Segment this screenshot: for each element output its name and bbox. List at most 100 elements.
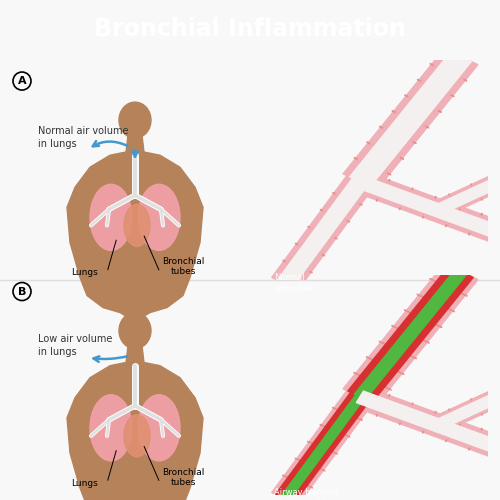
Polygon shape	[336, 194, 359, 203]
Polygon shape	[401, 190, 411, 207]
Polygon shape	[392, 326, 429, 343]
Polygon shape	[472, 400, 481, 413]
Polygon shape	[311, 228, 334, 237]
Polygon shape	[430, 64, 467, 81]
Polygon shape	[472, 186, 481, 198]
Text: Airway become
obstructed (mucus): Airway become obstructed (mucus)	[274, 488, 356, 500]
Text: A: A	[18, 76, 26, 86]
Polygon shape	[296, 244, 324, 256]
Polygon shape	[358, 160, 387, 173]
Text: Lungs: Lungs	[72, 268, 99, 278]
Polygon shape	[434, 66, 463, 79]
Polygon shape	[283, 260, 312, 272]
Polygon shape	[379, 342, 416, 358]
Polygon shape	[281, 395, 364, 500]
Polygon shape	[350, 52, 472, 187]
Polygon shape	[356, 391, 500, 454]
Polygon shape	[126, 346, 144, 362]
Polygon shape	[320, 424, 350, 437]
Polygon shape	[354, 269, 467, 400]
Polygon shape	[67, 360, 203, 500]
Polygon shape	[449, 194, 460, 210]
Polygon shape	[320, 210, 350, 222]
Polygon shape	[354, 387, 500, 458]
Polygon shape	[450, 196, 459, 208]
Polygon shape	[370, 144, 400, 158]
Polygon shape	[354, 372, 391, 390]
Polygon shape	[400, 403, 413, 424]
Polygon shape	[376, 394, 390, 416]
Polygon shape	[424, 199, 434, 216]
Text: Bronchial
tubes: Bronchial tubes	[162, 257, 204, 276]
Polygon shape	[332, 408, 362, 420]
Polygon shape	[470, 216, 481, 232]
Polygon shape	[422, 412, 436, 433]
Polygon shape	[354, 158, 391, 175]
Polygon shape	[446, 420, 459, 442]
Polygon shape	[430, 278, 467, 296]
Polygon shape	[446, 205, 459, 227]
Polygon shape	[378, 182, 388, 199]
Ellipse shape	[124, 415, 150, 457]
Polygon shape	[424, 414, 434, 430]
Polygon shape	[450, 411, 459, 424]
Polygon shape	[404, 310, 442, 328]
Polygon shape	[367, 142, 404, 159]
Polygon shape	[447, 208, 458, 224]
Polygon shape	[348, 266, 473, 402]
Text: Lungs: Lungs	[72, 479, 99, 488]
Polygon shape	[392, 111, 429, 128]
Polygon shape	[126, 135, 144, 152]
Polygon shape	[366, 357, 404, 374]
Polygon shape	[470, 430, 481, 448]
Polygon shape	[278, 178, 368, 286]
Polygon shape	[308, 226, 337, 239]
Ellipse shape	[124, 204, 150, 246]
Polygon shape	[468, 214, 482, 235]
Polygon shape	[429, 392, 500, 432]
Polygon shape	[471, 184, 482, 200]
Polygon shape	[343, 264, 478, 405]
Polygon shape	[429, 178, 500, 216]
Polygon shape	[282, 476, 312, 488]
Polygon shape	[295, 458, 325, 471]
Polygon shape	[308, 442, 338, 454]
Polygon shape	[272, 176, 374, 289]
Text: B: B	[18, 286, 26, 296]
Polygon shape	[396, 112, 425, 126]
Polygon shape	[449, 409, 460, 425]
Polygon shape	[286, 262, 309, 272]
Text: Bronchial Inflammation: Bronchial Inflammation	[94, 18, 406, 42]
Polygon shape	[354, 172, 500, 242]
Ellipse shape	[119, 102, 151, 138]
Polygon shape	[332, 192, 362, 205]
Polygon shape	[471, 399, 482, 415]
Text: Normal air volume
in lungs: Normal air volume in lungs	[38, 126, 128, 149]
Text: Normal
bronchial: Normal bronchial	[274, 273, 313, 292]
Polygon shape	[272, 391, 374, 500]
Polygon shape	[422, 196, 436, 218]
Ellipse shape	[90, 395, 132, 461]
Polygon shape	[427, 174, 500, 220]
Polygon shape	[380, 126, 416, 144]
Polygon shape	[378, 397, 388, 414]
Text: Bronchial
tubes: Bronchial tubes	[162, 468, 204, 487]
Polygon shape	[422, 82, 450, 94]
Ellipse shape	[90, 184, 132, 250]
Polygon shape	[427, 390, 500, 434]
Polygon shape	[408, 97, 438, 110]
Polygon shape	[418, 80, 454, 96]
Polygon shape	[276, 392, 370, 500]
Polygon shape	[404, 95, 442, 112]
Polygon shape	[417, 294, 455, 312]
Polygon shape	[356, 176, 500, 238]
Polygon shape	[400, 188, 413, 210]
Polygon shape	[67, 150, 203, 316]
Polygon shape	[401, 406, 411, 422]
Text: Low air volume
in lungs: Low air volume in lungs	[38, 334, 113, 357]
Polygon shape	[384, 128, 412, 141]
Polygon shape	[447, 422, 458, 439]
Polygon shape	[298, 244, 322, 254]
Ellipse shape	[138, 395, 180, 461]
Ellipse shape	[119, 312, 151, 348]
